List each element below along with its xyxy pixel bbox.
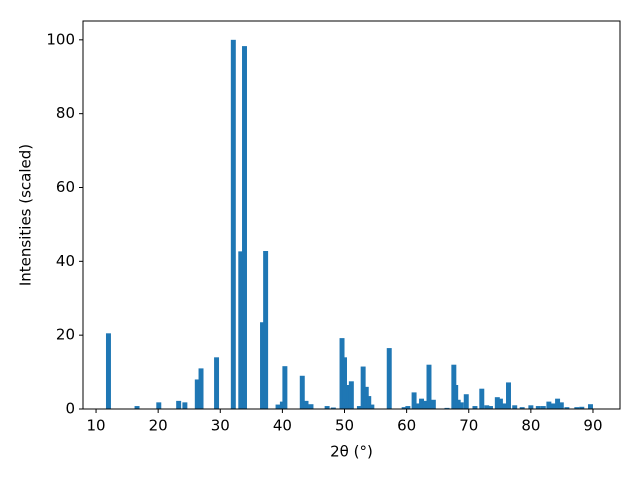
bar — [453, 385, 459, 409]
y-tick-label: 60 — [56, 178, 75, 196]
bar — [444, 407, 450, 409]
bar — [528, 405, 534, 409]
bar — [260, 322, 266, 409]
bar — [588, 404, 593, 409]
bar — [458, 402, 464, 409]
bar — [194, 379, 200, 409]
bar — [176, 400, 182, 409]
bar — [356, 406, 362, 409]
bar — [494, 397, 500, 409]
bar — [366, 396, 372, 409]
bar — [550, 403, 556, 409]
x-tick-label: 20 — [149, 417, 168, 435]
bar — [488, 406, 493, 409]
x-tick-label: 30 — [211, 417, 230, 435]
y-tick-label: 40 — [56, 252, 75, 270]
bar — [263, 250, 269, 409]
x-axis-label: 2θ (°) — [330, 443, 373, 461]
bar — [455, 399, 461, 409]
bar — [282, 366, 288, 409]
bar — [401, 407, 407, 409]
bar — [369, 404, 375, 409]
x-tick-label: 40 — [273, 417, 292, 435]
bar — [535, 406, 541, 409]
bar — [558, 402, 564, 409]
bar — [105, 333, 111, 409]
bar — [342, 357, 347, 409]
bar — [579, 406, 585, 409]
bar — [422, 400, 428, 409]
bar — [540, 406, 546, 409]
bar — [411, 392, 417, 409]
bar — [484, 405, 490, 409]
y-tick-label: 100 — [46, 30, 75, 48]
y-tick-label: 0 — [65, 400, 75, 418]
x-tick-label: 60 — [397, 417, 416, 435]
bar — [275, 404, 281, 409]
bars — [105, 39, 593, 410]
bar — [182, 402, 188, 409]
bar — [134, 406, 140, 409]
bar — [419, 398, 425, 409]
bar — [198, 368, 204, 409]
bar — [324, 406, 330, 409]
bar — [426, 364, 432, 409]
bar — [415, 403, 421, 409]
bar — [330, 407, 336, 409]
bar — [348, 381, 354, 409]
bar — [242, 46, 247, 410]
x-tick-label: 70 — [459, 417, 478, 435]
bar — [303, 400, 309, 409]
bar — [386, 348, 392, 409]
bar — [574, 407, 580, 409]
bar — [502, 403, 508, 409]
bar — [463, 394, 469, 409]
y-axis-label: Intensities (scaled) — [17, 144, 35, 286]
bar — [238, 251, 244, 409]
bar — [308, 404, 314, 409]
bar — [564, 407, 570, 409]
plot-frame — [82, 20, 621, 410]
bar — [472, 406, 478, 409]
bar — [360, 366, 366, 409]
bar — [430, 399, 436, 409]
bar — [519, 407, 525, 409]
y-tick-label: 80 — [56, 104, 75, 122]
bar — [299, 375, 305, 409]
bar — [497, 398, 503, 409]
bar — [555, 398, 561, 409]
x-tick-label: 90 — [583, 417, 602, 435]
x-tick-label: 80 — [521, 417, 540, 435]
bar — [156, 402, 162, 409]
bar — [512, 405, 518, 409]
bar — [214, 357, 220, 409]
bar — [546, 401, 552, 409]
bar — [479, 388, 485, 409]
bar — [506, 382, 511, 409]
bar — [230, 39, 236, 409]
x-tick-label: 50 — [335, 417, 354, 435]
bar — [405, 406, 411, 409]
x-tick-label: 10 — [86, 417, 105, 435]
y-tick-label: 20 — [56, 326, 75, 344]
